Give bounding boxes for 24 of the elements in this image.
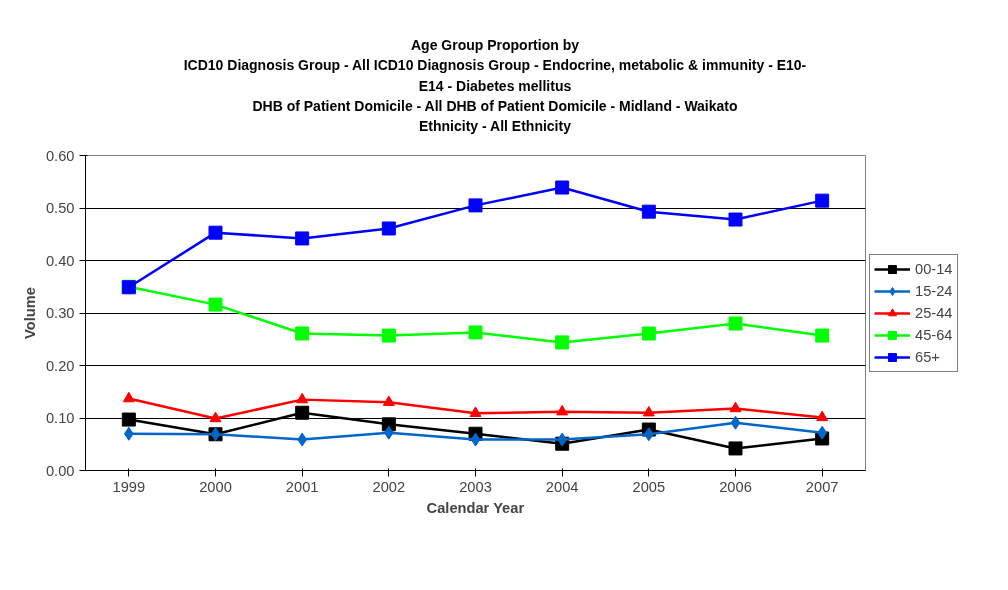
y-tick-label: 0.60 [45, 147, 75, 164]
y-tick-label: 0.30 [45, 305, 75, 321]
legend-label: 00-14 [915, 260, 953, 277]
legend-label: 15-24 [915, 282, 953, 299]
x-tick-label: 2000 [199, 478, 232, 495]
y-tick-label: 0.00 [45, 462, 75, 479]
y-tick-label: 0.20 [45, 357, 75, 374]
x-tick-label: 2005 [632, 478, 666, 495]
x-tick-label: 2006 [719, 478, 752, 495]
legend-label: 25-44 [915, 304, 953, 321]
y-tick-label: 0.40 [45, 252, 75, 269]
x-axis-title: Calendar Year [426, 499, 525, 516]
legend-label: 45-64 [915, 326, 953, 343]
x-tick-label: 2001 [285, 478, 319, 495]
x-tick-label: 2003 [459, 478, 492, 495]
x-tick-label: 2007 [805, 478, 839, 495]
x-tick-label: 1999 [112, 478, 146, 495]
legend-label: 65+ [915, 348, 940, 365]
x-tick-label: 2004 [545, 478, 579, 495]
y-tick-label: 0.10 [45, 410, 75, 426]
y-tick-label: 0.50 [45, 200, 75, 216]
chart-title: Age Group Proportion by ICD10 Diagnosis Group - All ICD10 Diagnosis Group - Endocrine, metabolic & immunity - E10- E14 - Diabetes mellitus DHB of Patient Domicile - All DHB of Patient Domicile - Midland - Waikato Ethnicity - All Ethnicity [183, 36, 807, 137]
y-axis-title: Volume [21, 287, 38, 339]
x-tick-label: 2002 [372, 478, 406, 495]
